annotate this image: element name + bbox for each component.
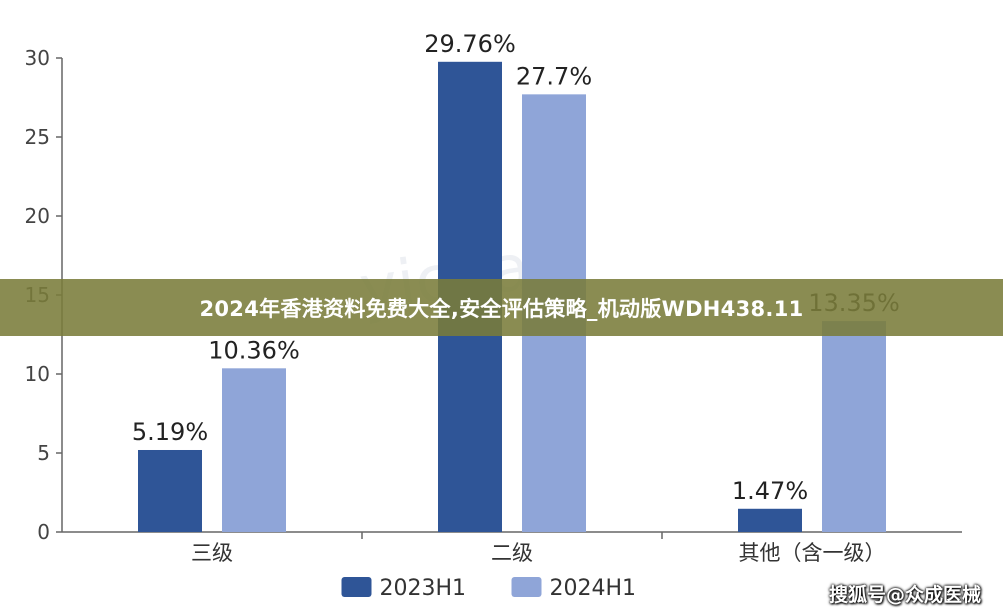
legend-label: 2024H1 [550,576,637,601]
data-label: 27.7% [516,62,592,90]
data-label: 1.47% [732,477,808,505]
bar-2023H1 [138,449,202,532]
y-tick-label: 20 [25,204,50,228]
data-label: 29.76% [424,30,516,58]
chart-axes: 051015202530三级二级其他（含一级） [25,46,962,565]
legend-swatch [341,577,372,597]
bar-2023H1 [738,508,802,532]
data-label: 5.19% [132,418,208,446]
y-tick-label: 0 [37,520,50,544]
x-category-label: 二级 [491,541,533,565]
source-credit: 搜狐号@众成医械 [828,584,981,606]
x-category-label: 三级 [191,541,233,565]
chart-legend: 2023H1 2024H1 [341,576,637,601]
y-tick-label: 25 [25,125,50,149]
bar-2024H1 [822,321,886,532]
y-tick-label: 5 [37,441,50,465]
y-tick-label: 30 [25,46,50,70]
bar-2024H1 [222,368,286,532]
legend-label: 2023H1 [380,576,467,601]
y-tick-label: 10 [25,362,50,386]
x-category-label: 其他（含一级） [739,541,886,565]
banner-title: 2024年香港资料免费大全,安全评估策略_机动版WDH438.11 [199,296,804,321]
data-label: 10.36% [208,336,300,364]
title-banner: 2024年香港资料免费大全,安全评估策略_机动版WDH438.11 [0,279,1003,336]
legend-swatch [511,577,542,597]
